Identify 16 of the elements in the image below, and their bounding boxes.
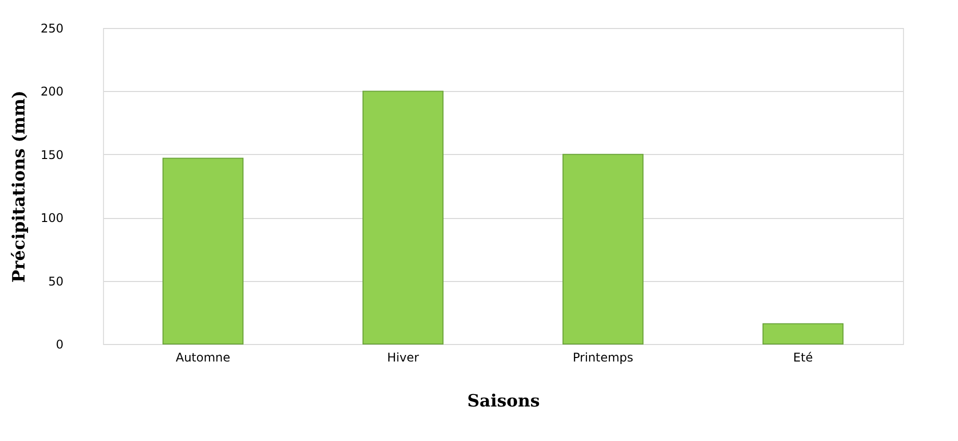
x-axis-title: Saisons [467, 392, 540, 412]
y-tick-label: 150 [40, 148, 64, 162]
y-axis-title: Précipitations (mm) [10, 90, 30, 283]
x-tick-label: Automne [176, 350, 230, 364]
bar [162, 158, 244, 344]
y-tick-label: 0 [56, 338, 64, 352]
y-tick-label: 100 [40, 211, 64, 226]
y-tick-label: 50 [48, 274, 64, 288]
bar [562, 154, 644, 344]
x-tick-label: Printemps [572, 350, 634, 364]
x-tick-label: Eté [793, 350, 813, 364]
y-tick-label: 250 [40, 22, 64, 36]
x-tick-label: Hiver [387, 350, 419, 364]
bar [362, 90, 444, 344]
y-tick-label: 200 [40, 84, 64, 99]
bar [762, 323, 844, 344]
